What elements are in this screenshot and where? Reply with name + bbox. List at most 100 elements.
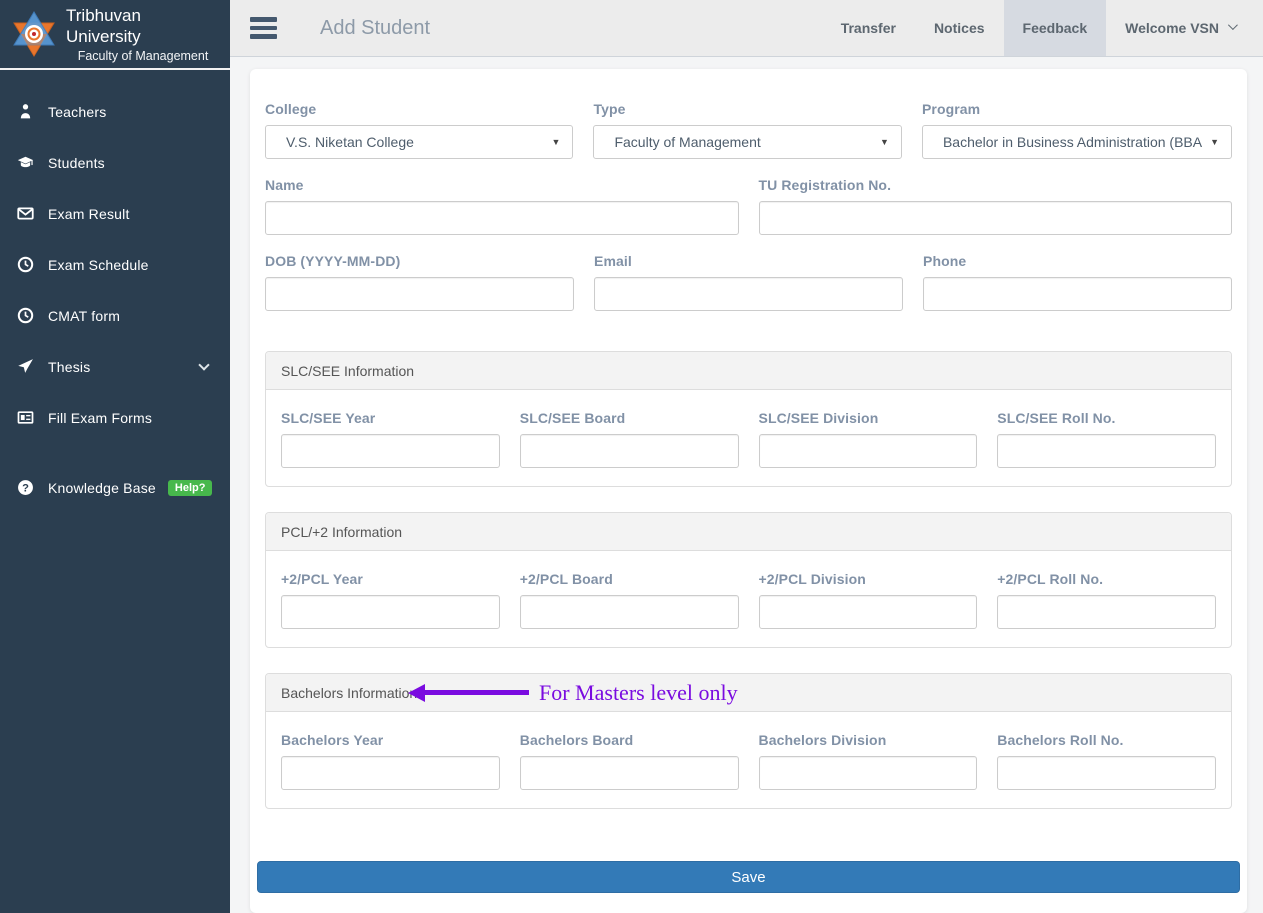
chevron-down-icon bbox=[198, 359, 210, 371]
pcl-panel-body: +2/PCL Year +2/PCL Board +2/PCL Division bbox=[266, 551, 1231, 647]
pcl-board-label: +2/PCL Board bbox=[519, 571, 613, 587]
sidebar-item-exam-result[interactable]: Exam Result bbox=[0, 188, 230, 239]
dob-label: DOB (YYYY-MM-DD) bbox=[265, 253, 401, 269]
bachelors-roll-label: Bachelors Roll No. bbox=[997, 732, 1124, 748]
type-select[interactable]: Faculty of Management ▼ bbox=[593, 125, 902, 159]
bachelors-board-field-group: Bachelors Board bbox=[519, 732, 739, 790]
slc-division-field-group: SLC/SEE Division bbox=[758, 410, 978, 468]
arrow-line bbox=[425, 690, 529, 695]
hamburger-icon bbox=[249, 17, 277, 22]
svg-text:?: ? bbox=[22, 482, 29, 494]
form-row-selects: College V.S. Niketan College ▼ Type Facu… bbox=[265, 101, 1232, 159]
add-student-form-card: College V.S. Niketan College ▼ Type Facu… bbox=[250, 69, 1247, 913]
slc-year-input[interactable] bbox=[281, 434, 500, 468]
slc-roll-label: SLC/SEE Roll No. bbox=[997, 410, 1116, 426]
bachelors-division-label: Bachelors Division bbox=[758, 732, 887, 748]
bachelors-panel: Bachelors Information For Masters level … bbox=[265, 673, 1232, 809]
program-select[interactable]: Bachelor in Business Administration (BBA… bbox=[921, 125, 1232, 159]
slc-board-input[interactable] bbox=[519, 434, 739, 468]
email-field-group: Email bbox=[594, 253, 903, 311]
sidebar-item-cmat-form[interactable]: CMAT form bbox=[0, 290, 230, 341]
slc-board-label: SLC/SEE Board bbox=[519, 410, 626, 426]
clock-icon bbox=[16, 256, 34, 274]
phone-label: Phone bbox=[923, 253, 967, 269]
dob-input[interactable] bbox=[265, 277, 574, 311]
sidebar-item-exam-schedule[interactable]: Exam Schedule bbox=[0, 239, 230, 290]
slc-see-panel: SLC/SEE Information SLC/SEE Year SLC/SEE… bbox=[265, 351, 1232, 487]
email-input[interactable] bbox=[594, 277, 903, 311]
name-field-group: Name bbox=[265, 177, 739, 235]
pcl-board-input[interactable] bbox=[519, 595, 739, 629]
bachelors-panel-title: Bachelors Information bbox=[281, 684, 418, 701]
slc-year-label: SLC/SEE Year bbox=[281, 410, 376, 426]
pcl-division-input[interactable] bbox=[758, 595, 978, 629]
type-field-group: Type Faculty of Management ▼ bbox=[593, 101, 902, 159]
sidebar-item-knowledge-base[interactable]: ? Knowledge Base Help? bbox=[0, 462, 230, 513]
sidebar-item-students[interactable]: Students bbox=[0, 137, 230, 188]
send-icon bbox=[16, 358, 34, 376]
save-button[interactable]: Save bbox=[257, 861, 1240, 893]
bachelors-year-input[interactable] bbox=[281, 756, 500, 790]
college-select[interactable]: V.S. Niketan College ▼ bbox=[265, 125, 574, 159]
brand-subtitle: Faculty of Management bbox=[77, 49, 209, 64]
slc-division-label: SLC/SEE Division bbox=[758, 410, 879, 426]
bachelors-division-input[interactable] bbox=[758, 756, 978, 790]
user-menu[interactable]: Welcome VSN bbox=[1106, 0, 1263, 56]
dob-field-group: DOB (YYYY-MM-DD) bbox=[265, 253, 574, 311]
newspaper-icon bbox=[16, 409, 34, 427]
bachelors-year-label: Bachelors Year bbox=[281, 732, 384, 748]
university-logo-icon bbox=[13, 11, 55, 57]
name-input[interactable] bbox=[265, 201, 739, 235]
bachelors-roll-input[interactable] bbox=[997, 756, 1216, 790]
sidebar-item-fill-exam-forms[interactable]: Fill Exam Forms bbox=[0, 392, 230, 443]
bachelors-board-label: Bachelors Board bbox=[519, 732, 634, 748]
pcl-division-field-group: +2/PCL Division bbox=[758, 571, 978, 629]
bachelors-division-field-group: Bachelors Division bbox=[758, 732, 978, 790]
top-navbar: Add Student Transfer Notices Feedback We… bbox=[230, 0, 1263, 57]
chevron-down-icon bbox=[1227, 20, 1238, 31]
program-select-value: Bachelor in Business Administration (BBA bbox=[942, 134, 1203, 150]
slc-roll-field-group: SLC/SEE Roll No. bbox=[997, 410, 1216, 468]
dropdown-caret-icon: ▼ bbox=[880, 137, 889, 147]
phone-input[interactable] bbox=[923, 277, 1232, 311]
slc-roll-input[interactable] bbox=[997, 434, 1216, 468]
annotation-text: For Masters level only bbox=[539, 679, 738, 705]
sidebar-item-teachers[interactable]: Teachers bbox=[0, 86, 230, 137]
pcl-division-label: +2/PCL Division bbox=[758, 571, 866, 587]
tu-registration-input[interactable] bbox=[758, 201, 1232, 235]
slc-division-input[interactable] bbox=[758, 434, 978, 468]
sidebar-item-thesis[interactable]: Thesis bbox=[0, 341, 230, 392]
bachelors-roll-field-group: Bachelors Roll No. bbox=[997, 732, 1216, 790]
dropdown-caret-icon: ▼ bbox=[551, 137, 561, 147]
sidebar-toggle-button[interactable] bbox=[230, 0, 296, 56]
college-label: College bbox=[265, 101, 317, 117]
nav-item-feedback[interactable]: Feedback bbox=[1003, 0, 1107, 56]
slc-see-panel-body: SLC/SEE Year SLC/SEE Board SLC/SEE Divis… bbox=[266, 390, 1231, 486]
sidebar-item-label: Knowledge Base bbox=[48, 479, 156, 496]
sidebar-menu: Teachers Students Exam Result Exam Sched… bbox=[0, 70, 230, 513]
slc-board-field-group: SLC/SEE Board bbox=[519, 410, 739, 468]
form-row-dob-email-phone: DOB (YYYY-MM-DD) Email Phone bbox=[265, 253, 1232, 311]
pcl-roll-field-group: +2/PCL Roll No. bbox=[997, 571, 1216, 629]
person-icon bbox=[16, 103, 34, 121]
sidebar-item-label: Exam Schedule bbox=[48, 256, 149, 273]
sidebar-item-label: Fill Exam Forms bbox=[48, 409, 153, 426]
help-badge[interactable]: Help? bbox=[167, 479, 213, 496]
brand[interactable]: Tribhuvan University Faculty of Manageme… bbox=[0, 0, 230, 70]
sidebar-item-label: Thesis bbox=[48, 358, 91, 375]
nav-item-transfer[interactable]: Transfer bbox=[840, 20, 896, 36]
pcl-year-input[interactable] bbox=[281, 595, 500, 629]
pcl-roll-label: +2/PCL Roll No. bbox=[997, 571, 1104, 587]
pcl-roll-input[interactable] bbox=[997, 595, 1216, 629]
nav-item-notices[interactable]: Notices bbox=[933, 20, 985, 36]
college-field-group: College V.S. Niketan College ▼ bbox=[265, 101, 574, 159]
dropdown-caret-icon: ▼ bbox=[1210, 137, 1219, 147]
page-title: Add Student bbox=[320, 16, 431, 39]
tu-registration-label: TU Registration No. bbox=[758, 177, 892, 193]
bachelors-board-input[interactable] bbox=[519, 756, 739, 790]
envelope-icon bbox=[16, 205, 34, 223]
sidebar-item-label: CMAT form bbox=[48, 307, 121, 324]
phone-field-group: Phone bbox=[923, 253, 1232, 311]
form-row-name-reg: Name TU Registration No. bbox=[265, 177, 1232, 235]
name-label: Name bbox=[265, 177, 304, 193]
